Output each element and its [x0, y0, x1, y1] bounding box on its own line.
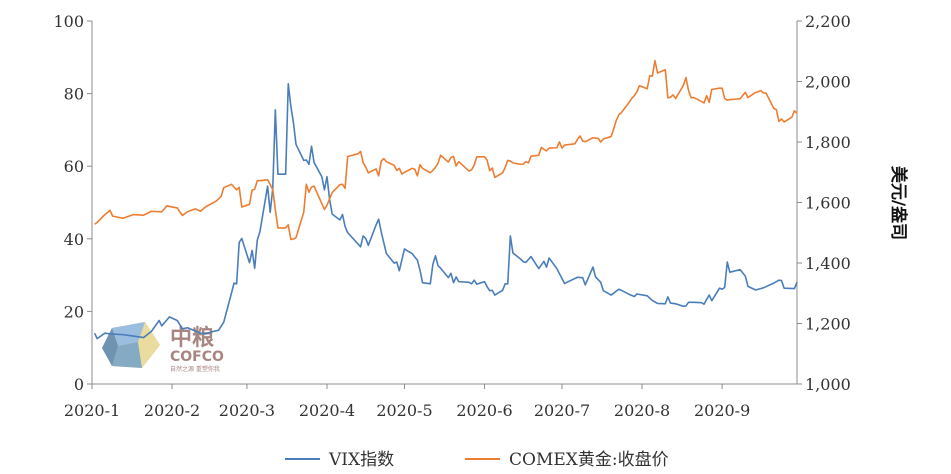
legend: VIX指数 COMEX黄金:收盘价: [285, 450, 669, 470]
x-tick-label: 2020-5: [376, 401, 432, 420]
vix-legend-item: VIX指数: [285, 450, 394, 470]
x-tick-label: 2020-8: [614, 401, 670, 420]
x-tick-label: 2020-7: [534, 401, 590, 420]
cofco-logo-facet-teal: [112, 342, 142, 368]
right-tick-label: 1,400: [805, 254, 851, 273]
x-tick-label: 2020-2: [144, 401, 200, 420]
right-tick-label: 2,200: [805, 12, 851, 31]
x-tick-label: 2020-9: [694, 401, 750, 420]
vix-legend-label: VIX指数: [328, 450, 394, 470]
gold-legend-item: COMEX黄金:收盘价: [465, 450, 669, 470]
watermark-text-en: COFCO: [170, 349, 224, 365]
right-tick-label: 1,600: [805, 194, 851, 213]
x-tick-label: 2020-4: [299, 401, 355, 420]
cofco-logo-facet-blue: [112, 322, 145, 346]
left-axis-ticks: 0 20 40 60 80 100: [53, 12, 92, 394]
x-tick-label: 2020-6: [456, 401, 512, 420]
left-tick-label: 0: [74, 375, 84, 394]
right-axis-title: 美元/盎司: [888, 166, 909, 240]
cofco-logo-facet-dark: [102, 328, 118, 366]
right-tick-label: 1,200: [805, 315, 851, 334]
right-axis-ticks: 1,000 1,200 1,400 1,600 1,800 2,000 2,200: [797, 12, 851, 394]
right-tick-label: 2,000: [805, 73, 851, 92]
left-tick-label: 40: [64, 230, 84, 249]
left-tick-label: 100: [53, 12, 84, 31]
left-tick-label: 60: [64, 157, 84, 176]
cofco-logo-facet-gold: [138, 322, 160, 368]
right-tick-label: 1,000: [805, 375, 851, 394]
cofco-watermark-logo: 中粮 COFCO 自然之源 重塑你我: [102, 322, 224, 373]
watermark-tagline: 自然之源 重塑你我: [170, 365, 220, 373]
x-tick-label: 2020-3: [219, 401, 275, 420]
left-tick-label: 80: [64, 85, 84, 104]
x-tick-label: 2020-1: [64, 401, 120, 420]
right-tick-label: 1,800: [805, 133, 851, 152]
left-tick-label: 20: [64, 302, 84, 321]
vix-series-line: [93, 83, 798, 340]
x-axis-ticks: 2020-1 2020-2 2020-3 2020-4 2020-5 2020-6 2020…: [64, 384, 750, 420]
series-layer: [93, 59, 798, 340]
gold-legend-label: COMEX黄金:收盘价: [509, 450, 669, 470]
gold-series-line: [94, 59, 798, 241]
